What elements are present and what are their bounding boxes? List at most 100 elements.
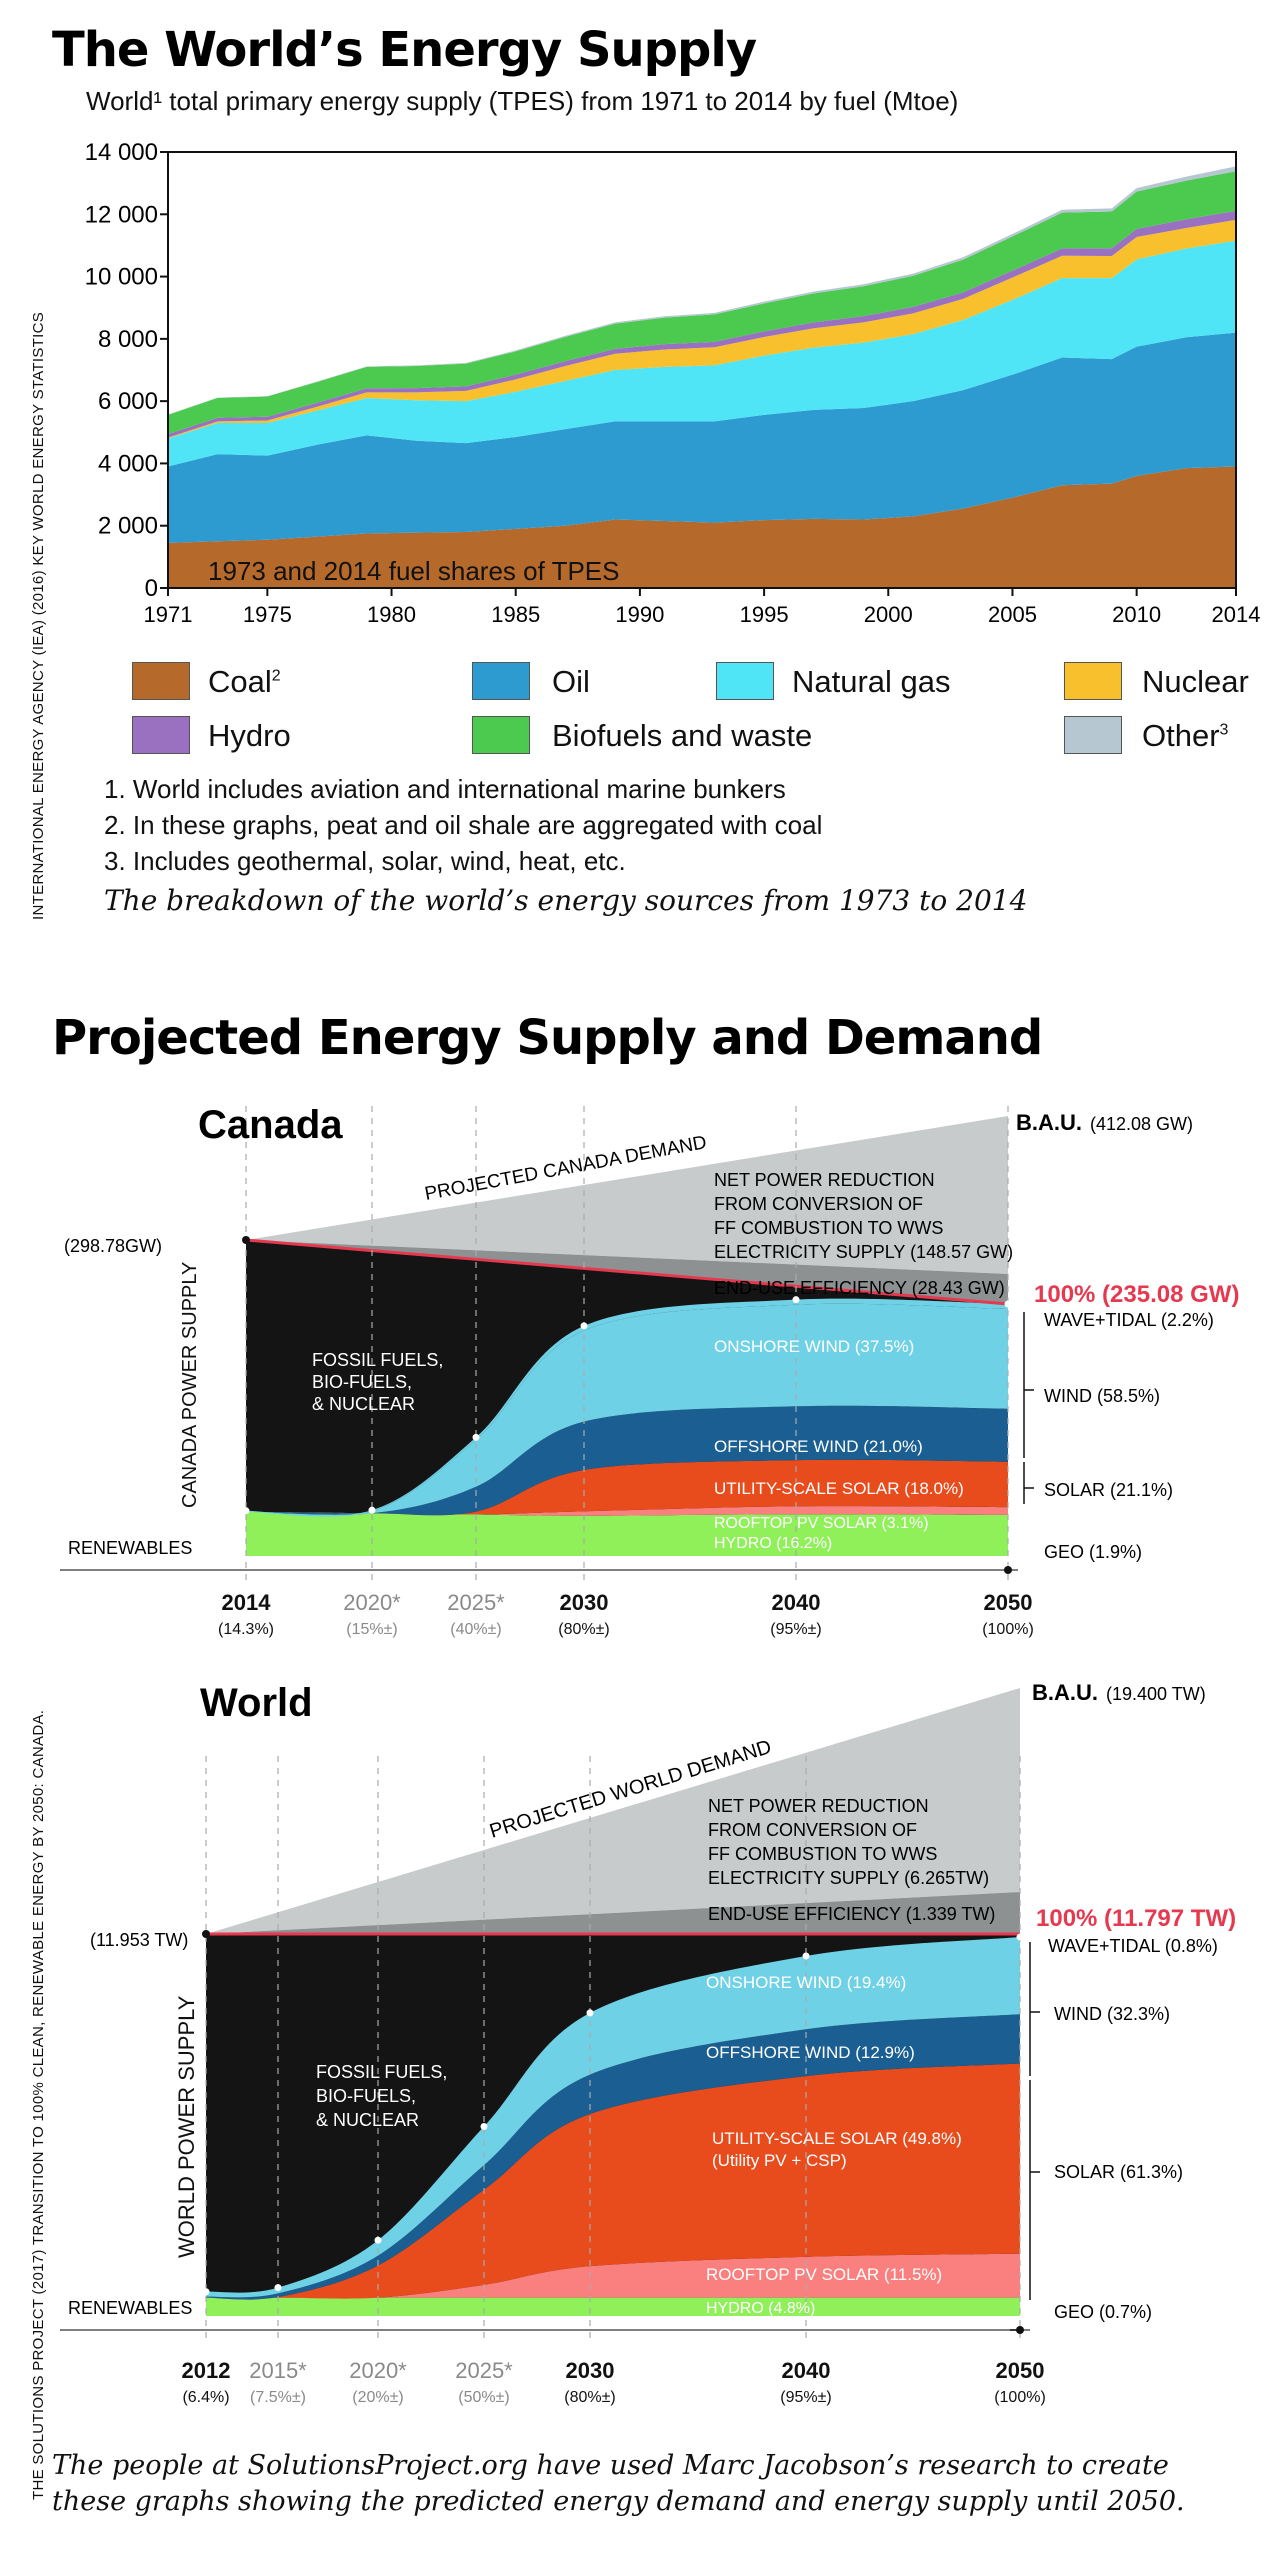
- canada-net-reduction-1: NET POWER REDUCTION: [714, 1170, 935, 1190]
- legend-label-natural-gas: Natural gas: [792, 664, 951, 699]
- canada-onshore-label: ONSHORE WIND (37.5%): [714, 1337, 914, 1356]
- bottom-caption-line2: these graphs showing the predicted energ…: [52, 2486, 1185, 2517]
- canada-fossil-3: & NUCLEAR: [312, 1394, 415, 1414]
- share-marker: [480, 2123, 488, 2131]
- area-hydro: [168, 210, 1236, 438]
- world-fossil-1: FOSSIL FUELS,: [316, 2062, 447, 2082]
- canada-fossil-2: BIO-FUELS,: [312, 1372, 412, 1392]
- share-marker: [368, 1506, 376, 1514]
- tick-year: 2050: [984, 1590, 1033, 1615]
- canada-areas: [246, 1116, 1008, 1556]
- canada-hydro-label: HYDRO (16.2%): [714, 1535, 832, 1552]
- tick-share: (95%±): [770, 1621, 821, 1638]
- world-fossil-3: & NUCLEAR: [316, 2110, 419, 2130]
- x-tick-label: 1975: [243, 602, 292, 627]
- canada-efficiency-label: END-USE EFFICIENCY (28.43 GW): [714, 1278, 1005, 1298]
- y-tick-label: 2 000: [98, 513, 158, 540]
- world-rooftop-label: ROOFTOP PV SOLAR (11.5%): [706, 2265, 942, 2284]
- share-marker: [802, 1952, 810, 1960]
- renewable-area-rooftop: [206, 2253, 1020, 2299]
- world-net-reduction-1: NET POWER REDUCTION: [708, 1796, 929, 1816]
- tick-year: 2050: [996, 2358, 1045, 2383]
- footnote-2: 2. In these graphs, peat and oil shale a…: [104, 810, 823, 840]
- tick-share: (15%±): [346, 1621, 397, 1638]
- renewable-area-utility_solar: [246, 1459, 1008, 1516]
- tick-year: 2012: [182, 2358, 231, 2383]
- tick-share: (100%): [994, 2389, 1046, 2406]
- canada-utility-solar-label: UTILITY-SCALE SOLAR (18.0%): [714, 1479, 964, 1498]
- footnote-3: 3. Includes geothermal, solar, wind, hea…: [104, 846, 626, 876]
- y-tick-label: 0: [145, 575, 158, 602]
- tick-year: 2015*: [249, 2358, 307, 2383]
- legend-label-oil: Oil: [552, 664, 590, 699]
- x-tick-label: 2005: [988, 602, 1037, 627]
- geo-dot: [1016, 2326, 1024, 2334]
- canada-net-reduction-2: FROM CONVERSION OF: [714, 1194, 923, 1214]
- renewable-area-offshore: [246, 1405, 1008, 1516]
- canada-solar-label: SOLAR (21.1%): [1044, 1480, 1173, 1500]
- canada-bau-label: B.A.U.: [1016, 1110, 1082, 1135]
- canada-target-label: 100% (235.08 GW): [1034, 1281, 1239, 1308]
- world-net-reduction-2: FROM CONVERSION OF: [708, 1820, 917, 1840]
- legend-label-biofuels: Biofuels and waste: [552, 718, 813, 753]
- world-chart: World B.A.U. (19.400 TW) (11.953 TW) 100…: [60, 1680, 1236, 2406]
- supply-line: [245, 1238, 1009, 1306]
- legend-swatch-natural-gas: [716, 662, 774, 700]
- canada-net-reduction-4: ELECTRICITY SUPPLY (148.57 GW): [714, 1242, 1013, 1262]
- tick-share: (50%±): [458, 2389, 509, 2406]
- canada-chart: Canada B.A.U. (412.08 GW) (298.78GW) 100…: [60, 1103, 1239, 1638]
- plot-frame: [167, 151, 1237, 589]
- legend-label-hydro: Hydro: [208, 718, 291, 753]
- tpes-layers: [168, 166, 1236, 588]
- canada-guides: [60, 1106, 1034, 1582]
- world-hydro-label: HYDRO (4.8%): [706, 2300, 815, 2317]
- tick-share: (80%±): [564, 2389, 615, 2406]
- renewable-area-onshore: [246, 1303, 1008, 1517]
- start-dot: [242, 1236, 250, 1244]
- y-tick-label: 10 000: [85, 264, 158, 291]
- top-subtitle: World¹ total primary energy supply (TPES…: [86, 86, 959, 116]
- world-bau-value: (19.400 TW): [1106, 1684, 1206, 1704]
- share-marker: [586, 2009, 594, 2017]
- top-title: The World’s Energy Supply: [52, 22, 757, 78]
- legend-swatch-other: [1064, 716, 1122, 754]
- tick-year: 2030: [560, 1590, 609, 1615]
- world-renewables-label: RENEWABLES: [68, 2298, 192, 2318]
- tick-year: 2020*: [349, 2358, 407, 2383]
- canada-supply-axis-label: CANADA POWER SUPPLY: [179, 1262, 201, 1508]
- world-supply-axis-label: WORLD POWER SUPPLY: [174, 1995, 199, 2258]
- canada-bau-value: (412.08 GW): [1090, 1114, 1193, 1134]
- area-coal: [168, 466, 1236, 588]
- tick-year: 2025*: [455, 2358, 513, 2383]
- share-marker: [472, 1433, 480, 1441]
- world-net-reduction-4: ELECTRICITY SUPPLY (6.265TW): [708, 1868, 989, 1888]
- world-target-label: 100% (11.797 TW): [1036, 1905, 1236, 1932]
- tpes-inline-label: 1973 and 2014 fuel shares of TPES: [208, 556, 619, 586]
- x-tick-label: 2014: [1212, 602, 1261, 627]
- tick-share: (40%±): [450, 1621, 501, 1638]
- renewable-area-rooftop: [246, 1506, 1008, 1516]
- world-areas: [206, 1688, 1020, 2316]
- x-tick-label: 2000: [864, 602, 913, 627]
- tick-year: 2040: [772, 1590, 821, 1615]
- x-tick-label: 1990: [615, 602, 664, 627]
- canada-fossil-1: FOSSIL FUELS,: [312, 1350, 443, 1370]
- canada-region-title: Canada: [198, 1103, 343, 1147]
- world-geo-label: GEO (0.7%): [1054, 2302, 1152, 2322]
- tpes-axes: 0 2 000 4 000 6 000 8 000 10 000 12 000 14 000 1…: [85, 139, 1261, 627]
- y-tick-label: 4 000: [98, 450, 158, 477]
- canada-x-ticks: 2014 (14.3%) 2020* (15%±) 2025* (40%±) 2030 (80…: [218, 1590, 1034, 1638]
- area-biofuels: [168, 171, 1236, 435]
- tick-share: (20%±): [352, 2389, 403, 2406]
- legend-label-other: Other3: [1142, 718, 1229, 753]
- world-x-ticks: 2012 (6.4%) 2015* (7.5%±) 2020* (20%±) 2025* (5…: [182, 2358, 1046, 2406]
- y-tick-label: 8 000: [98, 326, 158, 353]
- world-wave-label: WAVE+TIDAL (0.8%): [1048, 1936, 1218, 1956]
- renewable-area-utility_solar: [206, 2063, 1020, 2300]
- tick-share: (80%±): [558, 1621, 609, 1638]
- world-utility-solar-label: UTILITY-SCALE SOLAR (49.8%): [712, 2129, 962, 2148]
- renewable-area-renew_green: [206, 2297, 1020, 2316]
- share-marker: [274, 2284, 282, 2292]
- x-tick-label: 1971: [144, 602, 193, 627]
- start-dot: [202, 1930, 210, 1938]
